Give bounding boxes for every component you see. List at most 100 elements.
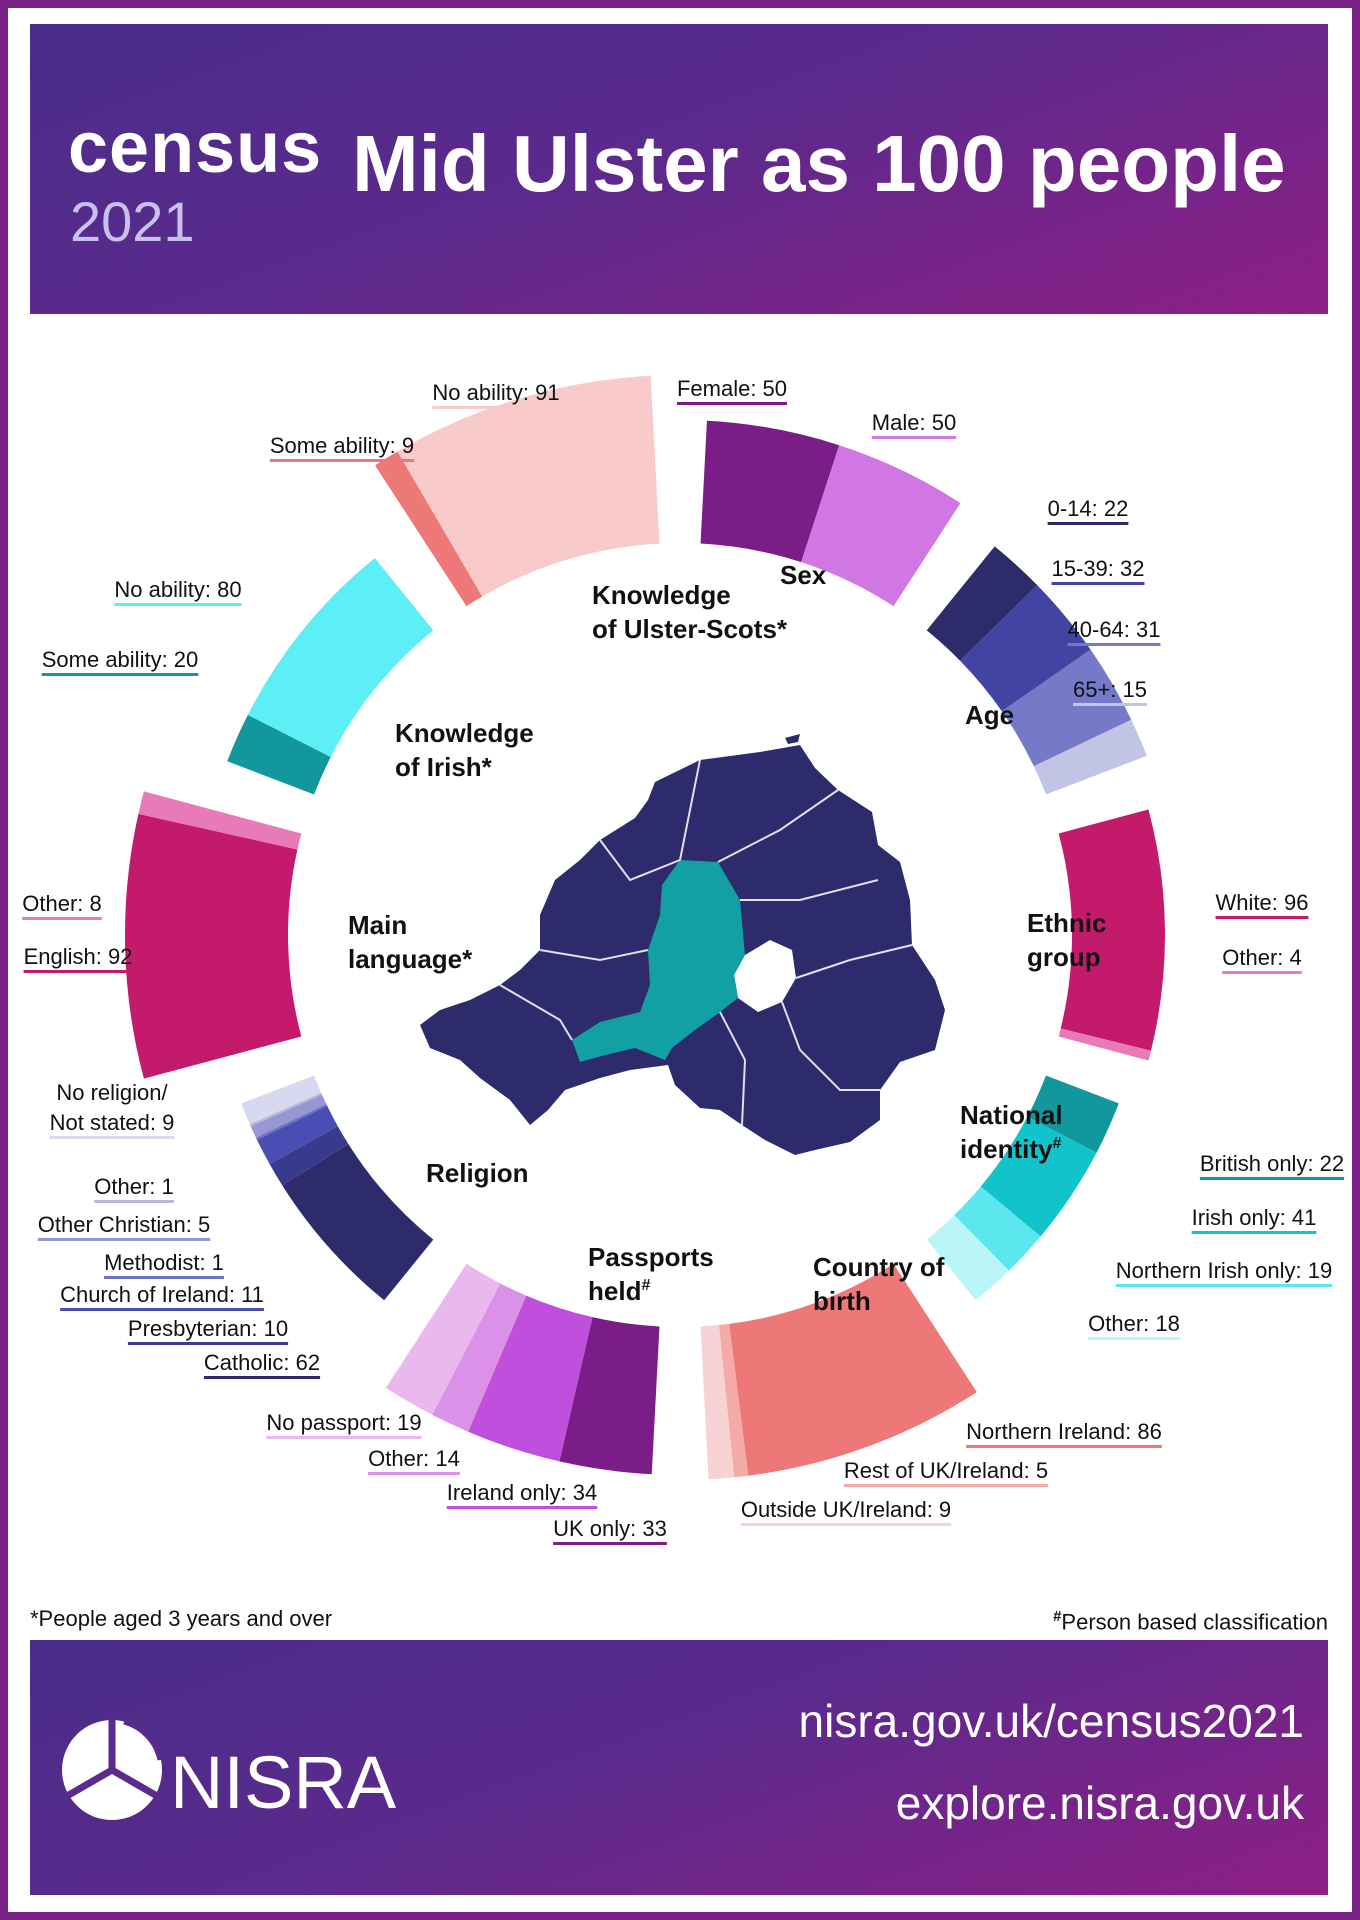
segment-country-of-birth-outside-uk-ireland-9 — [700, 1325, 735, 1480]
label-religion-presbyterian-10: Presbyterian: 10 — [128, 1316, 288, 1341]
underline-country-of-birth-outside-uk-ireland-9 — [740, 1523, 952, 1526]
underline-national-identity-irish-only-41 — [1191, 1231, 1317, 1234]
underline-sex-male-50 — [871, 436, 957, 439]
category-knowledge-of-irish: Knowledge of Irish* — [395, 718, 534, 782]
label-country-of-birth-outside-uk-ireland-9: Outside UK/Ireland: 9 — [741, 1497, 951, 1522]
label-passports-held-other-14: Other: 14 — [368, 1446, 460, 1471]
segment-passports-held-other-14 — [432, 1283, 527, 1432]
category-religion: Religion — [426, 1158, 529, 1188]
segment-sex-male-50 — [801, 445, 961, 607]
underline-knowledge-of-ulster-scots-no-ability-91 — [432, 406, 560, 409]
label-knowledge-of-irish-some-ability-20: Some ability: 20 — [42, 647, 199, 672]
underline-ethnic-group-other-4 — [1222, 971, 1302, 974]
underline-ethnic-group-white-96 — [1215, 916, 1309, 919]
underline-religion-other-christian-5 — [37, 1238, 211, 1241]
census-radial-chart: Sex Age Ethnic group National identity# Countr… — [22, 375, 1345, 1545]
underline-age-0-14-22 — [1047, 522, 1129, 525]
underline-age-40-64-31 — [1067, 643, 1161, 646]
lough-neagh — [734, 940, 796, 1012]
label-religion-other-christian-5: Other Christian: 5 — [38, 1212, 210, 1237]
label-national-identity-irish-only-41: Irish only: 41 — [1192, 1205, 1317, 1230]
footnote-person-based-text: Person based classification — [1061, 1609, 1328, 1635]
segment-national-identity-other-18 — [926, 1215, 1009, 1301]
label-sex-male-50: Male: 50 — [872, 410, 956, 435]
category-age: Age — [965, 700, 1014, 730]
segment-religion-methodist-1 — [255, 1104, 328, 1140]
underline-age-15-39-32 — [1051, 582, 1145, 585]
label-age-15-39-32: 15-39: 32 — [1052, 556, 1145, 581]
segment-passports-held-no-passport-19 — [385, 1263, 501, 1415]
label-age-0-14-22: 0-14: 22 — [1048, 496, 1129, 521]
underline-passports-held-other-14 — [368, 1472, 460, 1475]
label-sex-female-50: Female: 50 — [677, 376, 787, 401]
label-country-of-birth-rest-of-uk-ireland-5: Rest of UK/Ireland: 5 — [844, 1458, 1048, 1483]
hash-mark: # — [1053, 1608, 1062, 1625]
label-religion-other-1: Other: 1 — [94, 1174, 173, 1199]
label-passports-held-ireland-only-34: Ireland only: 34 — [447, 1480, 597, 1505]
underline-religion-other-1 — [94, 1200, 174, 1203]
header-banner: census 2021 Mid Ulster as 100 people — [30, 24, 1328, 314]
underline-religion-presbyterian-10 — [127, 1342, 289, 1345]
census-logo-word: census — [68, 108, 323, 188]
label-national-identity-other-18: Other: 18 — [1088, 1311, 1180, 1336]
district-boundaries — [499, 759, 913, 1126]
segment-national-identity-northern-irish-only-19 — [954, 1186, 1041, 1271]
underline-main-language-english-92 — [23, 970, 133, 973]
explore-link[interactable]: explore.nisra.gov.uk — [895, 1777, 1304, 1829]
segment-knowledge-of-ulster-scots-no-ability-91 — [397, 375, 660, 597]
segment-religion-catholic-62 — [282, 1143, 434, 1301]
label-passports-held-no-passport-19: No passport: 19 — [266, 1410, 421, 1435]
label-ethnic-group-other-4: Other: 4 — [1222, 945, 1301, 970]
segment-knowledge-of-irish-some-ability-20 — [227, 714, 331, 795]
category-passports-held: Passports held# — [588, 1242, 714, 1306]
category-labels: Sex Age Ethnic group National identity# Countr… — [348, 560, 1106, 1316]
category-main-language: Main language* — [348, 910, 473, 974]
segment-country-of-birth-rest-of-uk-ireland-5 — [718, 1323, 749, 1478]
underline-religion-methodist-1 — [104, 1276, 224, 1279]
label-knowledge-of-ulster-scots-some-ability-9: Some ability: 9 — [270, 433, 414, 458]
label-religion-no-religion-not-stated-9: No religion/Not stated: 9 — [50, 1080, 175, 1135]
label-country-of-birth-northern-ireland-86: Northern Ireland: 86 — [966, 1419, 1162, 1444]
census-logo-year: 2021 — [70, 190, 195, 253]
label-passports-held-uk-only-33: UK only: 33 — [553, 1516, 667, 1541]
footer-banner: NISRA nisra.gov.uk/census2021 explore.ni… — [30, 1640, 1328, 1895]
segment-main-language-other-8 — [138, 791, 302, 850]
underline-knowledge-of-ulster-scots-some-ability-9 — [269, 459, 415, 462]
category-ethnic-group: Ethnic group — [1027, 908, 1106, 972]
label-religion-church-of-ireland-11: Church of Ireland: 11 — [60, 1282, 264, 1307]
label-national-identity-british-only-22: British only: 22 — [1200, 1151, 1344, 1176]
segment-main-language-english-92 — [124, 813, 302, 1079]
underline-national-identity-other-18 — [1088, 1337, 1180, 1340]
label-knowledge-of-ulster-scots-no-ability-91: No ability: 91 — [432, 380, 559, 405]
segment-age-15-39-32 — [960, 585, 1091, 712]
label-national-identity-northern-irish-only-19: Northern Irish only: 19 — [1116, 1258, 1332, 1283]
segment-religion-other-christian-5 — [250, 1094, 327, 1138]
segment-national-identity-irish-only-41 — [980, 1116, 1097, 1237]
nisra-logo-icon — [62, 1718, 163, 1820]
segment-age-40-64-31 — [1001, 649, 1132, 767]
ring-segments — [124, 375, 1165, 1480]
label-religion-catholic-62: Catholic: 62 — [204, 1350, 320, 1375]
underline-passports-held-no-passport-19 — [266, 1436, 422, 1439]
label-main-language-english-92: English: 92 — [24, 944, 133, 969]
label-age-65-15: 65+: 15 — [1073, 677, 1147, 702]
segment-national-identity-british-only-22 — [1027, 1075, 1119, 1153]
underline-country-of-birth-rest-of-uk-ireland-5 — [843, 1484, 1049, 1487]
segment-knowledge-of-ulster-scots-some-ability-9 — [375, 451, 483, 607]
category-knowledge-of-ulster-scots: Knowledge of Ulster-Scots* — [592, 580, 788, 644]
underline-country-of-birth-northern-ireland-86 — [966, 1445, 1162, 1448]
category-sex: Sex — [780, 560, 827, 590]
underline-knowledge-of-irish-some-ability-20 — [41, 673, 199, 676]
underline-age-65-15 — [1072, 703, 1148, 706]
label-religion-methodist-1: Methodist: 1 — [104, 1250, 224, 1275]
underline-religion-church-of-ireland-11 — [60, 1308, 264, 1311]
census-link[interactable]: nisra.gov.uk/census2021 — [798, 1695, 1304, 1747]
underline-religion-catholic-62 — [203, 1376, 321, 1379]
label-age-40-64-31: 40-64: 31 — [1068, 617, 1161, 642]
segment-ethnic-group-other-4 — [1058, 1028, 1152, 1061]
label-ethnic-group-white-96: White: 96 — [1216, 890, 1309, 915]
segment-labels: Female: 50 Male: 50 0-14: 22 15-39: 32 40-64… — [22, 376, 1345, 1545]
underline-sex-female-50 — [676, 402, 788, 405]
segment-sex-female-50 — [700, 420, 840, 563]
footnote-age: *People aged 3 years and over — [30, 1606, 333, 1631]
